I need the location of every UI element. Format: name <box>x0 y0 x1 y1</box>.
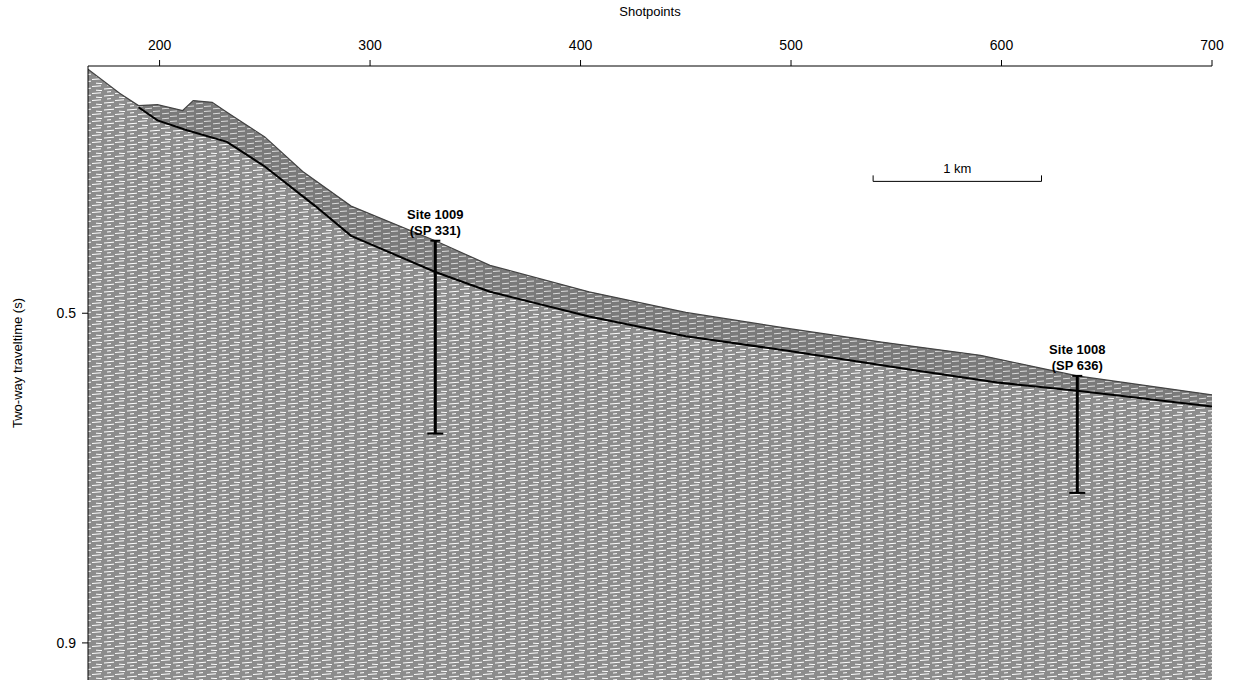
site-bar <box>1069 376 1085 493</box>
seafloor-line <box>88 69 1212 395</box>
x-tick-label: 200 <box>148 37 172 53</box>
x-tick-label: 400 <box>569 37 593 53</box>
y-tick-label: 0.5 <box>57 305 77 321</box>
site-label: Site 1009 <box>407 207 463 222</box>
x-tick-label: 700 <box>1200 37 1224 53</box>
site-top <box>430 240 440 242</box>
x-tick <box>1001 60 1002 66</box>
x-tick <box>791 60 792 66</box>
chart: 200 300 400 500 600 700 Shotpoints 0.5 0.9 Two-wa… <box>0 0 1236 687</box>
site-sublabel: (SP 636) <box>1052 358 1103 373</box>
scale-line <box>873 181 1041 182</box>
site-base <box>1069 492 1085 494</box>
x-tick <box>370 60 371 66</box>
x-tick <box>159 60 160 66</box>
scale-end <box>1041 175 1042 181</box>
scale-label: 1 km <box>943 161 971 176</box>
site-hole <box>1076 376 1079 493</box>
seismic-texture <box>88 69 1212 680</box>
site-hole <box>434 241 437 434</box>
y-axis-line <box>88 66 89 680</box>
y-tick <box>82 642 88 643</box>
x-tick-label: 600 <box>990 37 1014 53</box>
drape-texture <box>88 69 1212 406</box>
site-label: Site 1008 <box>1049 342 1105 357</box>
x-tick <box>580 60 581 66</box>
x-axis-title: Shotpoints <box>619 4 681 19</box>
scale-end <box>873 175 874 181</box>
y-tick <box>82 313 88 314</box>
y-axis-title: Two-way traveltime (s) <box>10 298 25 428</box>
y-tick-label: 0.9 <box>57 635 77 651</box>
site-top <box>1072 375 1082 377</box>
x-tick <box>1212 60 1213 66</box>
x-tick-label: 500 <box>779 37 803 53</box>
site-bar <box>427 241 443 434</box>
x-tick-label: 300 <box>358 37 382 53</box>
site-sublabel: (SP 331) <box>410 223 461 238</box>
reflector-line <box>139 107 1213 406</box>
x-axis-line <box>88 66 1212 67</box>
site-base <box>427 433 443 435</box>
plot-area <box>88 69 1212 680</box>
